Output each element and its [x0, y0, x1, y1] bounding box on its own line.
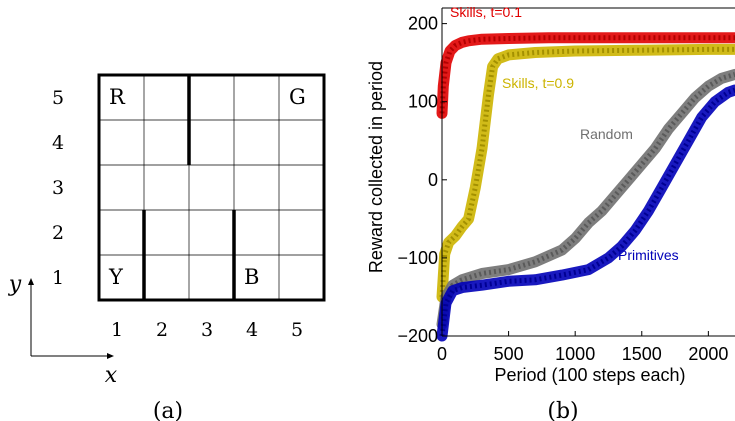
- grid-x-axis-label: x: [105, 363, 118, 388]
- landmark-r: R: [109, 85, 126, 109]
- grid-col-label: 4: [246, 319, 258, 341]
- grid-row-label: 5: [52, 87, 64, 109]
- x-tick-label: 1500: [622, 344, 662, 364]
- panel-a-grid-world: R G Y B 5 4 3 2 1 1 2 3 4 5 x y (a): [8, 73, 326, 421]
- series-label-random: Random: [580, 126, 633, 142]
- grid-row-labels: 5 4 3 2 1: [52, 87, 64, 289]
- grid-col-labels: 1 2 3 4 5: [111, 319, 303, 341]
- grid-row-label: 2: [52, 222, 64, 244]
- y-tick-label: 200: [408, 14, 438, 34]
- y-axis-arrowhead: [28, 278, 34, 285]
- landmark-b: B: [244, 265, 259, 289]
- y-tick-label: 100: [408, 92, 438, 112]
- x-axis-arrowhead: [107, 353, 114, 359]
- x-tick-label: 1000: [555, 344, 595, 364]
- grid-walls: [142, 75, 236, 300]
- series-line-texture-3: [439, 87, 735, 337]
- grid-col-label: 5: [291, 319, 303, 341]
- chart-x-ticks: 0 500 1000 1500 2000: [437, 331, 728, 364]
- panel-b-caption: (b): [547, 399, 578, 421]
- chart-x-axis-label: Period (100 steps each): [494, 365, 685, 385]
- x-tick-label: 2000: [688, 344, 728, 364]
- series-line-2: [436, 68, 735, 330]
- y-tick-label: 0: [428, 170, 438, 190]
- y-tick-label: −100: [397, 248, 438, 268]
- grid-row-label: 4: [52, 132, 64, 154]
- series-line-1: [436, 43, 735, 303]
- series-line-texture-1: [439, 46, 735, 298]
- grid-y-axis-label: y: [8, 272, 22, 297]
- y-tick-label: −200: [397, 326, 438, 346]
- chart-y-axis-label: Reward collected in period: [366, 61, 386, 273]
- landmark-g: G: [289, 85, 306, 109]
- series-label-primitives: Primitives: [618, 247, 679, 263]
- panel-b-reward-chart: 0 500 1000 1500 2000 −200 −100 0 100 200 Skills,…: [366, 4, 735, 421]
- panel-a-caption: (a): [153, 399, 183, 421]
- grid-row-label: 3: [52, 177, 64, 199]
- grid-col-label: 1: [111, 319, 123, 341]
- x-tick-label: 0: [437, 344, 447, 364]
- grid-col-label: 2: [156, 319, 168, 341]
- grid-row-label: 1: [52, 267, 64, 289]
- grid-outer-border: [97, 73, 326, 302]
- chart-y-ticks: −200 −100 0 100 200: [397, 14, 447, 346]
- series-label-skills-t01: Skills, t=0.1: [450, 4, 522, 20]
- chart-series-lines: [436, 32, 735, 342]
- series-label-skills-t09: Skills, t=0.9: [502, 75, 574, 91]
- grid-col-label: 3: [201, 319, 213, 341]
- series-line-texture-0: [439, 35, 735, 114]
- chart-axes-frame: [441, 7, 735, 337]
- x-tick-label: 500: [494, 344, 524, 364]
- grid-landmarks: R G Y B: [108, 85, 306, 289]
- landmark-y: Y: [108, 265, 124, 289]
